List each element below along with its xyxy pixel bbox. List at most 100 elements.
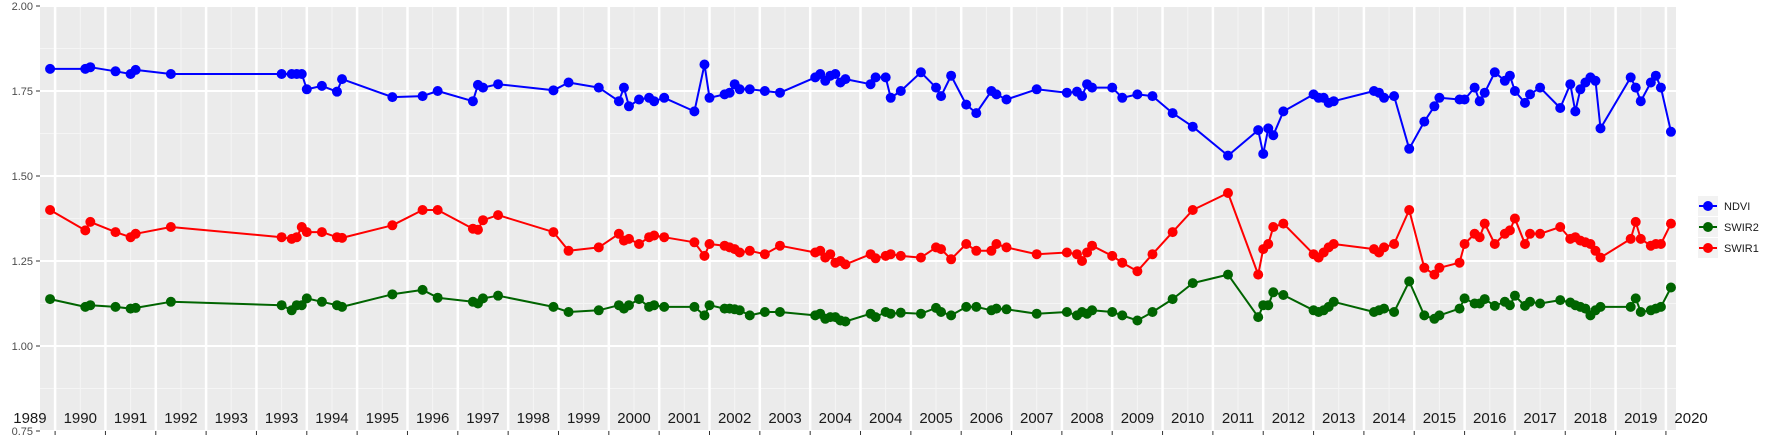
year-label: 2006 bbox=[970, 410, 1003, 427]
data-point-swir1 bbox=[1061, 247, 1072, 258]
data-point-ndvi bbox=[649, 96, 660, 107]
data-point-ndvi bbox=[895, 86, 906, 96]
data-point-ndvi bbox=[331, 86, 342, 97]
data-point-swir1 bbox=[623, 233, 634, 244]
data-point-swir1 bbox=[936, 244, 947, 255]
data-point-ndvi bbox=[1555, 103, 1566, 113]
data-point-swir1 bbox=[1525, 228, 1536, 239]
data-point-swir1 bbox=[276, 232, 287, 243]
data-point-ndvi bbox=[1509, 86, 1520, 96]
data-point-ndvi bbox=[1469, 82, 1480, 93]
data-point-ndvi bbox=[417, 91, 428, 102]
data-point-ndvi bbox=[1489, 67, 1500, 78]
data-point-swir2 bbox=[1253, 312, 1264, 323]
year-label: 2020 bbox=[1674, 410, 1707, 427]
year-label: 2019 bbox=[1624, 410, 1657, 427]
data-point-swir1 bbox=[759, 249, 770, 260]
data-point-ndvi bbox=[1650, 70, 1661, 81]
data-point-swir2 bbox=[1535, 298, 1546, 309]
data-point-swir1 bbox=[1147, 249, 1158, 260]
year-label: 1993 bbox=[215, 410, 248, 427]
year-label: 2004 bbox=[869, 410, 902, 427]
data-point-swir1 bbox=[1087, 240, 1098, 251]
data-point-ndvi bbox=[1077, 91, 1088, 102]
data-point-ndvi bbox=[563, 77, 574, 88]
data-point-swir2 bbox=[45, 294, 56, 305]
data-point-swir1 bbox=[744, 245, 755, 256]
data-point-swir2 bbox=[936, 307, 947, 317]
data-point-swir2 bbox=[961, 301, 972, 312]
year-label: 1989 bbox=[13, 410, 46, 427]
data-point-ndvi bbox=[493, 79, 504, 90]
year-label: 2018 bbox=[1574, 410, 1607, 427]
data-point-swir2 bbox=[548, 301, 559, 312]
data-point-swir1 bbox=[1077, 256, 1088, 266]
data-point-swir2 bbox=[1479, 294, 1490, 305]
data-point-ndvi bbox=[1253, 125, 1264, 136]
data-point-swir1 bbox=[85, 216, 96, 227]
data-point-ndvi bbox=[1525, 89, 1536, 100]
data-point-swir2 bbox=[915, 308, 926, 319]
data-point-ndvi bbox=[1379, 92, 1390, 103]
data-point-ndvi bbox=[1268, 130, 1279, 141]
data-point-ndvi bbox=[915, 67, 926, 78]
data-point-ndvi bbox=[724, 87, 735, 98]
year-label: 2007 bbox=[1020, 410, 1053, 427]
data-point-swir1 bbox=[895, 250, 906, 261]
year-label: 2002 bbox=[718, 410, 751, 427]
data-point-swir1 bbox=[1419, 262, 1430, 273]
data-point-ndvi bbox=[316, 80, 327, 91]
data-point-swir2 bbox=[1268, 287, 1279, 298]
year-label: 1995 bbox=[366, 410, 399, 427]
legend-label: SWIR2 bbox=[1724, 222, 1759, 234]
data-point-ndvi bbox=[704, 92, 715, 103]
data-point-swir1 bbox=[477, 215, 488, 226]
year-label: 2010 bbox=[1171, 410, 1204, 427]
series-points bbox=[45, 59, 1676, 327]
data-point-swir2 bbox=[704, 300, 715, 311]
year-label: 1997 bbox=[466, 410, 499, 427]
legend-label: SWIR1 bbox=[1724, 243, 1759, 255]
data-point-swir1 bbox=[1595, 252, 1606, 263]
data-point-ndvi bbox=[699, 59, 710, 70]
data-point-swir1 bbox=[1404, 205, 1415, 215]
data-point-ndvi bbox=[1258, 148, 1269, 159]
data-point-swir1 bbox=[1625, 233, 1636, 244]
data-point-ndvi bbox=[1328, 96, 1339, 107]
year-label: 1990 bbox=[64, 410, 97, 427]
data-point-ndvi bbox=[1031, 84, 1042, 95]
data-point-ndvi bbox=[759, 86, 770, 96]
data-point-swir1 bbox=[649, 230, 660, 241]
year-label: 2017 bbox=[1523, 410, 1556, 427]
data-point-swir2 bbox=[301, 293, 312, 304]
data-point-ndvi bbox=[936, 91, 947, 102]
data-point-ndvi bbox=[45, 63, 56, 74]
data-point-swir2 bbox=[593, 305, 604, 316]
data-point-swir2 bbox=[1328, 296, 1339, 307]
data-point-swir2 bbox=[946, 310, 957, 321]
data-point-ndvi bbox=[296, 69, 307, 79]
data-point-swir2 bbox=[1132, 315, 1143, 326]
minor-gridlines bbox=[40, 6, 1676, 431]
y-tick-label: 1.00 bbox=[12, 341, 33, 353]
data-point-ndvi bbox=[840, 74, 851, 85]
data-point-swir1 bbox=[1434, 262, 1445, 273]
data-point-ndvi bbox=[885, 92, 896, 103]
data-point-ndvi bbox=[110, 66, 121, 77]
data-point-swir1 bbox=[825, 249, 836, 260]
year-label: 2013 bbox=[1322, 410, 1355, 427]
data-point-swir2 bbox=[971, 301, 982, 312]
data-point-ndvi bbox=[1147, 91, 1158, 102]
data-point-swir2 bbox=[276, 300, 287, 311]
year-label: 1996 bbox=[416, 410, 449, 427]
data-point-swir1 bbox=[337, 232, 348, 243]
data-point-swir1 bbox=[915, 252, 926, 263]
data-point-swir2 bbox=[1001, 304, 1012, 315]
data-point-ndvi bbox=[85, 62, 96, 73]
data-point-swir1 bbox=[774, 240, 785, 251]
data-point-swir2 bbox=[493, 290, 504, 301]
data-point-swir1 bbox=[1635, 233, 1646, 244]
data-point-swir2 bbox=[1404, 276, 1415, 287]
data-point-swir2 bbox=[744, 310, 755, 321]
legend: NDVI SWIR2 SWIR1 bbox=[1698, 196, 1759, 258]
